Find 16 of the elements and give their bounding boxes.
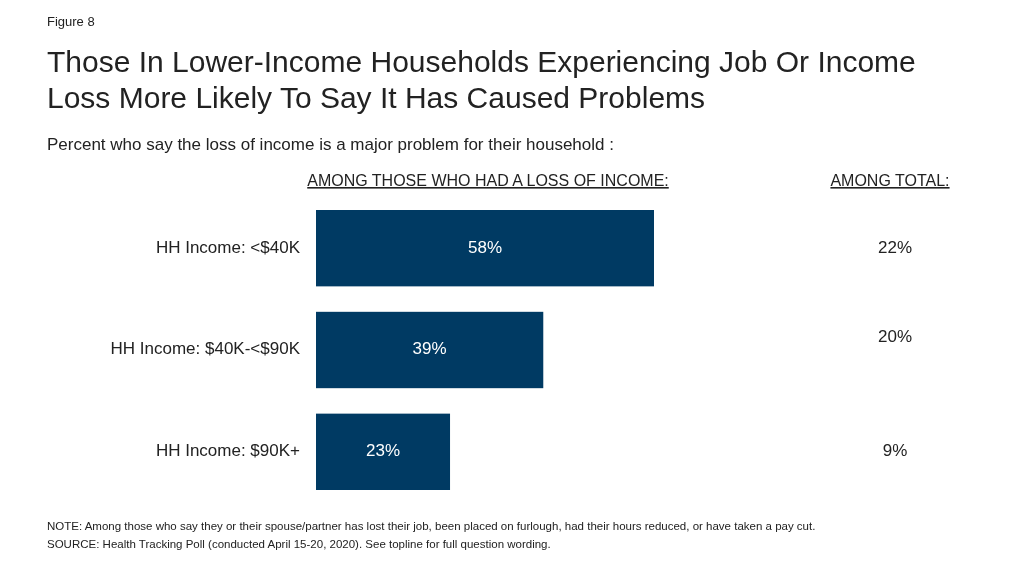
chart-subtitle: Percent who say the loss of income is a major problem for their household : bbox=[47, 135, 614, 154]
y-tick-label: HH Income: <$40K bbox=[155, 237, 301, 257]
x-axis-title: AMONG THOSE WHO HAD A LOSS OF INCOME: bbox=[307, 172, 669, 189]
data-label: 39% bbox=[412, 339, 447, 359]
y-tick-label: HH Income: $40K-<$90K bbox=[110, 339, 301, 359]
text: 9% bbox=[882, 441, 908, 461]
caption: Figure 8 bbox=[47, 14, 95, 29]
text: NOTE: Among those who say they or their spouse/partner has lost their job, been placed on furlough, had their hours reduced, or have taken a pay cut. bbox=[47, 520, 816, 532]
data-label: 58% bbox=[467, 237, 503, 257]
data-label: 23% bbox=[366, 441, 401, 461]
text: 20% bbox=[877, 327, 913, 347]
source-note: SOURCE: Health Tracking Poll (conducted April 15-20, 2020). See topline for full question wording. bbox=[47, 538, 551, 550]
text: 22% bbox=[877, 237, 913, 257]
chart-title: Those In Lower-Income Households Experiencing Job Or Income Loss More Likely To Say It Has Caused Problems bbox=[47, 45, 916, 114]
text: AMONG TOTAL: bbox=[830, 172, 950, 189]
y-tick-label: HH Income: $90K+ bbox=[155, 441, 301, 461]
